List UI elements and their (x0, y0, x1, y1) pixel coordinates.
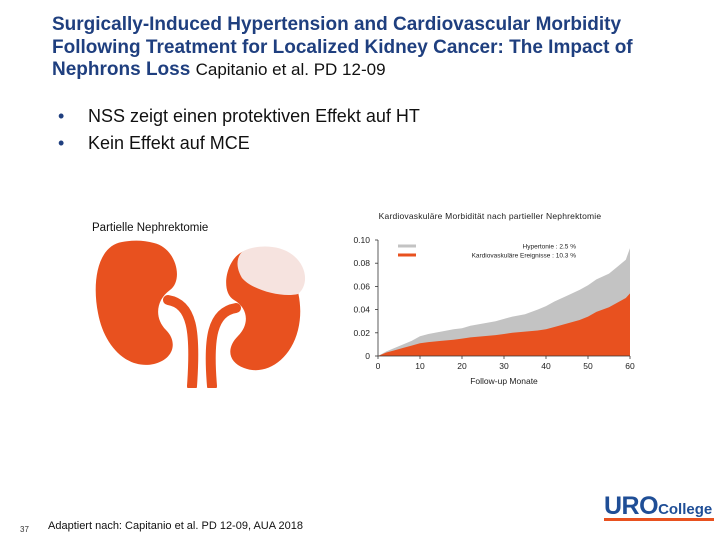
x-tick-label: 30 (499, 361, 509, 371)
kidney-image-label: Partielle Nephrektomie (92, 222, 209, 234)
x-axis-label: Follow-up Monate (470, 376, 538, 386)
x-tick-label: 60 (625, 361, 635, 371)
x-tick-label: 50 (583, 361, 593, 371)
y-tick-label: 0 (365, 351, 370, 361)
slide-title: Surgically-Induced Hypertension and Card… (52, 14, 702, 82)
slide-title-reference: Capitanio et al. PD 12-09 (195, 60, 386, 79)
axes: 0 0.02 0.04 0.06 0.08 0.10 0 10 20 30 40 50 60 (353, 235, 635, 371)
bullet-text: Kein Effekt auf MCE (88, 133, 250, 153)
series-area-1 (378, 293, 630, 356)
kidney-illustration (95, 240, 306, 388)
y-tick-label: 0.06 (353, 281, 370, 291)
logo-main-text: URO (604, 492, 659, 520)
x-tick-label: 10 (415, 361, 425, 371)
logo-suffix-text: College (658, 501, 713, 518)
left-kidney (95, 240, 177, 365)
x-tick-label: 0 (376, 361, 381, 371)
right-kidney-resected-part (237, 246, 306, 296)
legend-label: Kardiovaskuläre Ereignisse : 10.3 % (472, 253, 577, 260)
chart-title: Kardiovaskuläre Morbidität nach partiell… (378, 211, 602, 221)
y-tick-label: 0.08 (353, 258, 370, 268)
slide-title-text: Surgically-Induced Hypertension and Card… (52, 14, 633, 80)
urocollege-logo: UROCollege (604, 492, 714, 522)
y-tick-label: 0.04 (353, 305, 370, 315)
x-tick-label: 20 (457, 361, 467, 371)
right-ureter (205, 303, 241, 388)
logo-underline (604, 518, 714, 521)
morbidity-chart: 0 0.02 0.04 0.06 0.08 0.10 0 10 20 30 40 50 60 Hyper… (353, 235, 635, 386)
plot-area (378, 248, 630, 356)
chart-legend: Hypertonie : 2.5 % Kardiovaskuläre Ereign… (398, 244, 576, 260)
page-number: 37 (20, 525, 29, 534)
source-note: Adaptiert nach: Capitanio et al. PD 12-0… (48, 520, 303, 532)
y-tick-label: 0.02 (353, 328, 370, 338)
bullet-list: • NSS zeigt einen protektiven Effekt auf … (58, 103, 420, 157)
left-ureter (163, 295, 199, 388)
x-tick-label: 40 (541, 361, 551, 371)
legend-label: Hypertonie : 2.5 % (523, 244, 577, 251)
bullet-text: NSS zeigt einen protektiven Effekt auf H… (88, 106, 420, 126)
bullet-item: • NSS zeigt einen protektiven Effekt auf … (58, 106, 420, 126)
bullet-item: • Kein Effekt auf MCE (58, 133, 250, 153)
y-tick-label: 0.10 (353, 235, 370, 245)
